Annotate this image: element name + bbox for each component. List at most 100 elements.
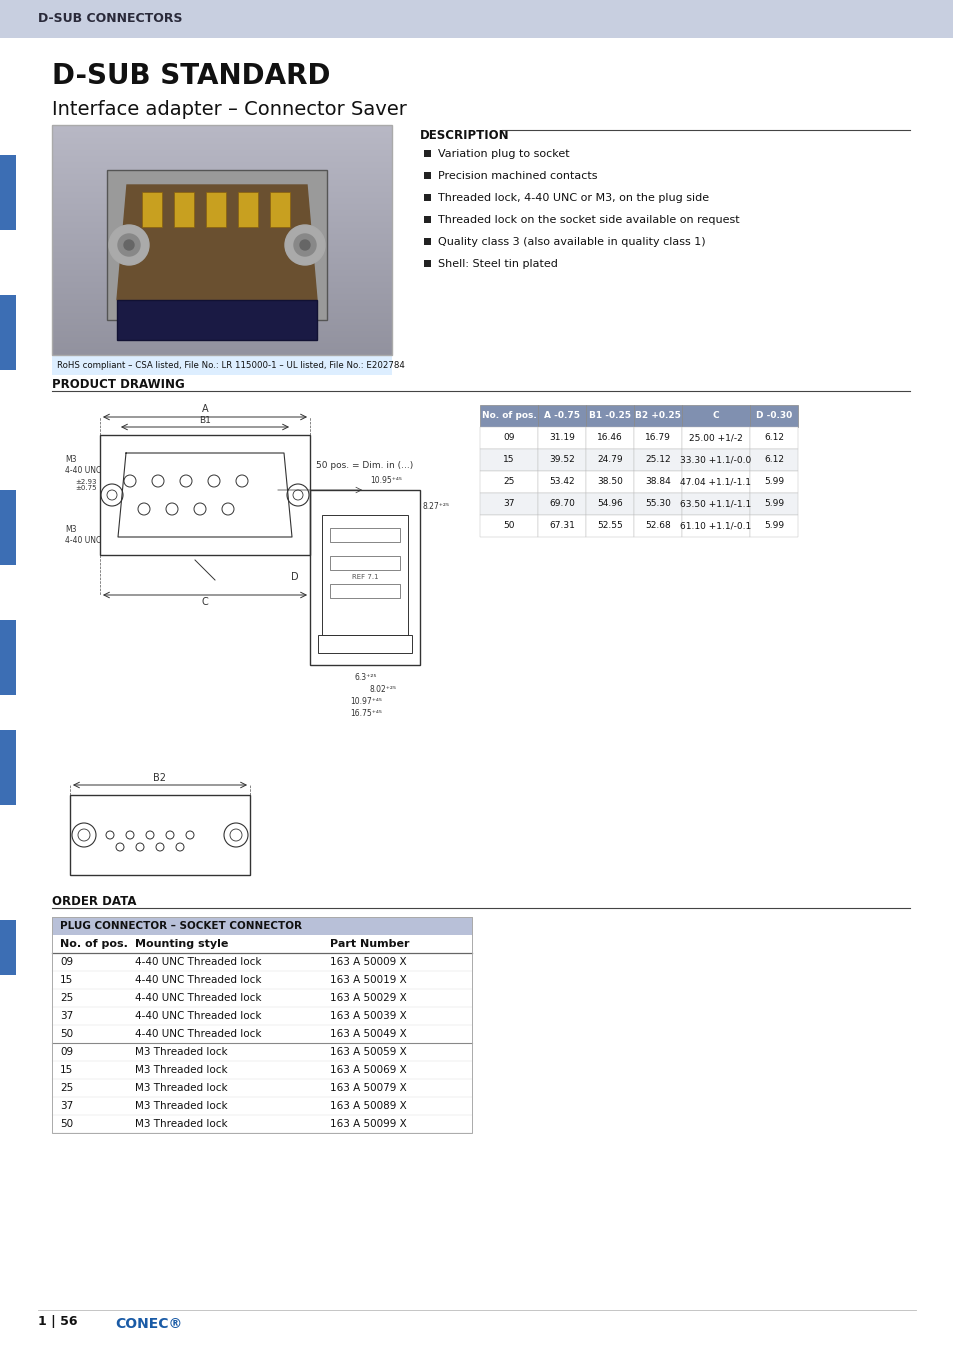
Bar: [681, 493, 749, 514]
Text: 69.70: 69.70: [549, 500, 575, 509]
Text: 163 A 50049 X: 163 A 50049 X: [330, 1029, 406, 1040]
Bar: [479, 514, 537, 537]
Circle shape: [294, 234, 315, 256]
Bar: [206, 192, 226, 227]
Text: 4-40 UNC Threaded lock: 4-40 UNC Threaded lock: [135, 1029, 261, 1040]
Text: 53.42: 53.42: [549, 478, 575, 486]
Text: 37: 37: [60, 1102, 73, 1111]
Bar: [322, 514, 408, 634]
Text: M3 Threaded lock: M3 Threaded lock: [135, 1083, 228, 1094]
Bar: [537, 514, 585, 537]
Bar: [330, 556, 399, 570]
Bar: [52, 126, 392, 355]
Bar: [423, 238, 431, 244]
Bar: [317, 634, 412, 653]
Text: 163 A 50069 X: 163 A 50069 X: [330, 1065, 406, 1075]
Text: 8.27⁺²⁵: 8.27⁺²⁵: [422, 502, 450, 512]
Bar: [537, 405, 585, 427]
Bar: [423, 194, 431, 201]
Text: 50: 50: [60, 1029, 73, 1040]
Text: M3
4-40 UNC: M3 4-40 UNC: [65, 455, 101, 475]
Text: 163 A 50009 X: 163 A 50009 X: [330, 957, 406, 967]
Bar: [585, 450, 634, 471]
Bar: [681, 405, 749, 427]
Bar: [681, 514, 749, 537]
Text: 24.79: 24.79: [597, 455, 622, 464]
Bar: [749, 405, 797, 427]
Bar: [634, 450, 681, 471]
Text: M3 Threaded lock: M3 Threaded lock: [135, 1119, 228, 1129]
Bar: [423, 171, 431, 180]
Text: B2 +0.25: B2 +0.25: [635, 412, 680, 420]
Text: 25.12: 25.12: [644, 455, 670, 464]
Text: M3 Threaded lock: M3 Threaded lock: [135, 1048, 228, 1057]
Text: Precision machined contacts: Precision machined contacts: [437, 171, 597, 181]
Bar: [322, 936, 472, 953]
Bar: [681, 427, 749, 450]
Text: Interface adapter – Connector Saver: Interface adapter – Connector Saver: [52, 100, 406, 119]
Text: 25: 25: [60, 994, 73, 1003]
Bar: [117, 300, 316, 340]
Circle shape: [299, 240, 310, 250]
Text: ±2.93
±0.75: ±2.93 ±0.75: [75, 478, 96, 491]
Text: 09: 09: [60, 1048, 73, 1057]
Bar: [585, 405, 634, 427]
Bar: [423, 150, 431, 157]
Circle shape: [109, 225, 149, 265]
Text: 163 A 50019 X: 163 A 50019 X: [330, 975, 406, 985]
Text: 1 | 56: 1 | 56: [38, 1315, 77, 1328]
Text: 163 A 50039 X: 163 A 50039 X: [330, 1011, 406, 1021]
Bar: [634, 471, 681, 493]
Text: 33.30 +1.1/-0.0: 33.30 +1.1/-0.0: [679, 455, 751, 464]
Text: 38.50: 38.50: [597, 478, 622, 486]
Bar: [423, 261, 431, 267]
Text: 09: 09: [503, 433, 515, 443]
Bar: [479, 450, 537, 471]
Bar: [0, 620, 16, 695]
Text: 5.99: 5.99: [763, 478, 783, 486]
Circle shape: [118, 234, 140, 256]
Bar: [310, 490, 419, 666]
Text: 15: 15: [60, 1065, 73, 1075]
Text: 47.04 +1.1/-1.1: 47.04 +1.1/-1.1: [679, 478, 751, 486]
Bar: [0, 0, 953, 38]
Text: B2: B2: [153, 774, 167, 783]
Text: REF 7.1: REF 7.1: [352, 574, 378, 580]
Bar: [479, 493, 537, 514]
Text: PRODUCT DRAWING: PRODUCT DRAWING: [52, 378, 185, 392]
Bar: [237, 192, 257, 227]
Text: 6.12: 6.12: [763, 433, 783, 443]
Text: A -0.75: A -0.75: [543, 412, 579, 420]
Bar: [330, 585, 399, 598]
Text: 16.79: 16.79: [644, 433, 670, 443]
Text: D: D: [291, 572, 298, 582]
Text: 50 pos. = Dim. in (...): 50 pos. = Dim. in (...): [316, 460, 414, 470]
Text: 54.96: 54.96: [597, 500, 622, 509]
Text: Threaded lock on the socket side available on request: Threaded lock on the socket side availab…: [437, 215, 739, 225]
Text: 163 A 50099 X: 163 A 50099 X: [330, 1119, 406, 1129]
Text: Quality class 3 (also available in quality class 1): Quality class 3 (also available in quali…: [437, 238, 705, 247]
Text: 52.68: 52.68: [644, 521, 670, 531]
Text: 16.75⁺⁴⁵: 16.75⁺⁴⁵: [350, 709, 381, 718]
Bar: [681, 471, 749, 493]
Bar: [749, 514, 797, 537]
Text: 163 A 50059 X: 163 A 50059 X: [330, 1048, 406, 1057]
Bar: [634, 514, 681, 537]
Bar: [585, 427, 634, 450]
Text: B1: B1: [199, 416, 211, 425]
Text: 63.50 +1.1/-1.1: 63.50 +1.1/-1.1: [679, 500, 751, 509]
Bar: [270, 192, 290, 227]
Text: 52.55: 52.55: [597, 521, 622, 531]
Text: 6.3⁺²⁵: 6.3⁺²⁵: [355, 674, 377, 682]
Bar: [0, 919, 16, 975]
Bar: [52, 936, 127, 953]
Text: 10.95⁺⁴⁵: 10.95⁺⁴⁵: [370, 477, 401, 485]
Text: 61.10 +1.1/-0.1: 61.10 +1.1/-0.1: [679, 521, 751, 531]
Text: Shell: Steel tin plated: Shell: Steel tin plated: [437, 259, 558, 269]
Text: DESCRIPTION: DESCRIPTION: [419, 130, 509, 142]
Bar: [479, 471, 537, 493]
Text: No. of pos.: No. of pos.: [60, 940, 128, 949]
Text: 4-40 UNC Threaded lock: 4-40 UNC Threaded lock: [135, 994, 261, 1003]
Text: 163 A 50079 X: 163 A 50079 X: [330, 1083, 406, 1094]
Text: ORDER DATA: ORDER DATA: [52, 895, 136, 909]
